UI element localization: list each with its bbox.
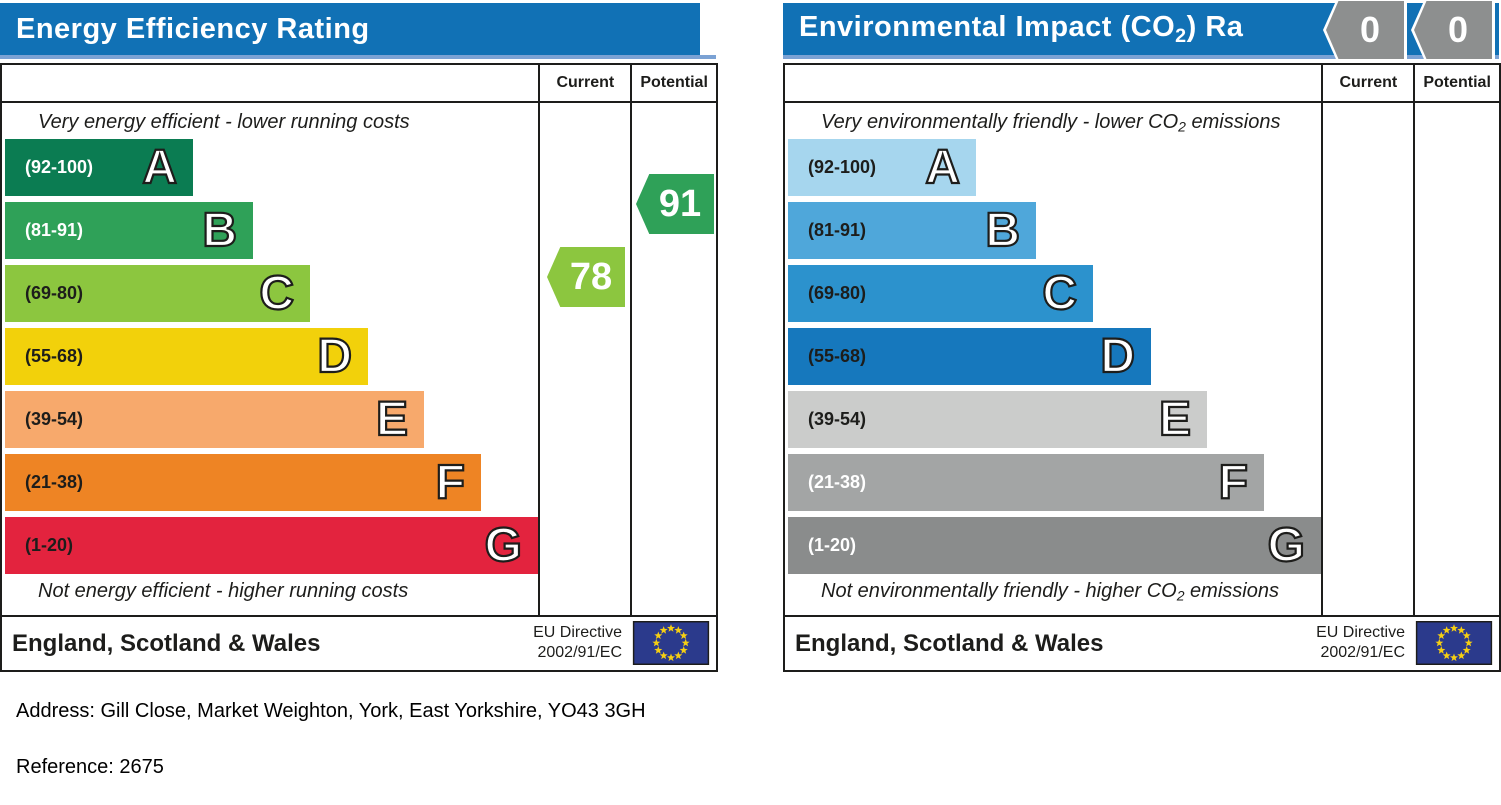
band-row-d: (55-68) D — [788, 328, 1151, 385]
band-row-a: (92-100) A — [788, 139, 976, 196]
potential-rating-value: 91 — [658, 182, 702, 225]
band-row-b: (81-91) B — [788, 202, 1036, 259]
band-row-a: (92-100) A — [5, 139, 193, 196]
band-letter: B — [201, 203, 238, 258]
band-row-g: (1-20) G — [788, 517, 1321, 574]
energy-rating-table: Current Potential Very energy efficient … — [0, 63, 718, 672]
band-letter: G — [484, 518, 524, 573]
energy-efficiency-chart: Energy Efficiency Rating Current Potenti… — [0, 3, 718, 673]
co2-table-header: Current Potential — [785, 65, 1499, 103]
energy-header-banner: Energy Efficiency Rating — [0, 3, 700, 55]
co2-table-footer: England, Scotland & Wales EU Directive 2… — [785, 615, 1499, 670]
band-range-label: (81-91) — [25, 220, 84, 240]
energy-bottom-caption: Not energy efficient - higher running co… — [38, 580, 409, 602]
energy-table-header: Current Potential — [2, 65, 716, 103]
energy-chart-title: Energy Efficiency Rating — [16, 12, 370, 45]
energy-potential-column — [630, 103, 716, 615]
energy-current-column — [538, 103, 630, 615]
band-row-d: (55-68) D — [5, 328, 368, 385]
co2-header-underline — [783, 55, 1499, 59]
current-rating-value: 78 — [569, 255, 613, 298]
band-range-label: (92-100) — [808, 157, 877, 177]
band-row-g: (1-20) G — [5, 517, 538, 574]
co2-current-value: 0 — [1359, 9, 1381, 50]
co2-current-column — [1321, 103, 1413, 615]
co2-band-area: Very environmentally friendly - lower CO… — [785, 103, 1321, 615]
energy-table-body: Very energy efficient - lower running co… — [2, 103, 716, 615]
band-letter: A — [924, 140, 961, 195]
band-letter: F — [435, 455, 467, 510]
eu-flag-icon — [632, 621, 710, 665]
band-letter: A — [141, 140, 178, 195]
co2-top-caption: Very environmentally friendly - lower CO… — [821, 111, 1281, 135]
band-range-label: (81-91) — [808, 220, 867, 240]
region-label: England, Scotland & Wales — [12, 629, 321, 657]
band-letter: C — [258, 266, 295, 321]
band-letter: G — [1267, 518, 1307, 573]
band-range-label: (92-100) — [25, 157, 94, 177]
band-row-e: (39-54) E — [788, 391, 1207, 448]
eu-flag-icon — [1415, 621, 1493, 665]
energy-header-spacer — [2, 65, 538, 101]
co2-header-spacer — [785, 65, 1321, 101]
band-range-label: (21-38) — [808, 472, 867, 492]
band-range-label: (1-20) — [25, 535, 74, 555]
band-range-label: (55-68) — [808, 346, 867, 366]
eu-directive-label: EU Directive 2002/91/EC — [1316, 623, 1405, 662]
eu-directive-label: EU Directive 2002/91/EC — [533, 623, 622, 662]
energy-current-column-header: Current — [538, 65, 630, 101]
band-range-label: (21-38) — [25, 472, 84, 492]
co2-header-banner: Environmental Impact (CO2) Ra — [783, 3, 1499, 55]
band-range-label: (1-20) — [808, 535, 857, 555]
co2-current-badge: 0 — [1323, 0, 1407, 62]
environmental-impact-chart: Environmental Impact (CO2) Ra 0 0 Curren… — [783, 0, 1501, 673]
band-range-label: (39-54) — [808, 409, 867, 429]
energy-bands: (92-100) A (81-91) B (69-80) C (55-68) D — [5, 139, 538, 574]
potential-rating-arrow: 91 — [636, 174, 714, 234]
band-letter: F — [1218, 455, 1250, 510]
co2-potential-column — [1413, 103, 1499, 615]
energy-potential-column-header: Potential — [630, 65, 716, 101]
band-letter: E — [1158, 392, 1192, 447]
energy-band-area: Very energy efficient - lower running co… — [2, 103, 538, 615]
co2-rating-table: Current Potential Very environmentally f… — [783, 63, 1501, 672]
band-row-c: (69-80) C — [5, 265, 310, 322]
band-letter: D — [1099, 329, 1136, 384]
reference-text: Reference: 2675 — [16, 756, 164, 778]
band-row-e: (39-54) E — [5, 391, 424, 448]
co2-chart-title: Environmental Impact (CO2) Ra — [799, 10, 1244, 47]
band-row-f: (21-38) F — [788, 454, 1264, 511]
band-range-label: (55-68) — [25, 346, 84, 366]
band-range-label: (69-80) — [25, 283, 84, 303]
band-letter: B — [984, 203, 1021, 258]
co2-bands: (92-100) A (81-91) B (69-80) C (55-68) D — [788, 139, 1321, 574]
region-label: England, Scotland & Wales — [795, 629, 1104, 657]
band-row-c: (69-80) C — [788, 265, 1093, 322]
band-letter: E — [375, 392, 409, 447]
address-text: Address: Gill Close, Market Weighton, Yo… — [16, 700, 646, 722]
energy-header-underline — [0, 55, 716, 59]
co2-potential-value: 0 — [1447, 9, 1469, 50]
co2-potential-badge: 0 — [1411, 0, 1495, 62]
co2-current-column-header: Current — [1321, 65, 1413, 101]
energy-table-footer: England, Scotland & Wales EU Directive 2… — [2, 615, 716, 670]
band-range-label: (69-80) — [808, 283, 867, 303]
co2-potential-column-header: Potential — [1413, 65, 1499, 101]
energy-top-caption: Very energy efficient - lower running co… — [38, 111, 410, 133]
band-row-b: (81-91) B — [5, 202, 253, 259]
band-row-f: (21-38) F — [5, 454, 481, 511]
current-rating-arrow: 78 — [547, 247, 625, 307]
band-letter: D — [316, 329, 353, 384]
band-letter: C — [1041, 266, 1078, 321]
band-range-label: (39-54) — [25, 409, 84, 429]
co2-bottom-caption: Not environmentally friendly - higher CO… — [821, 580, 1279, 604]
co2-table-body: Very environmentally friendly - lower CO… — [785, 103, 1499, 615]
